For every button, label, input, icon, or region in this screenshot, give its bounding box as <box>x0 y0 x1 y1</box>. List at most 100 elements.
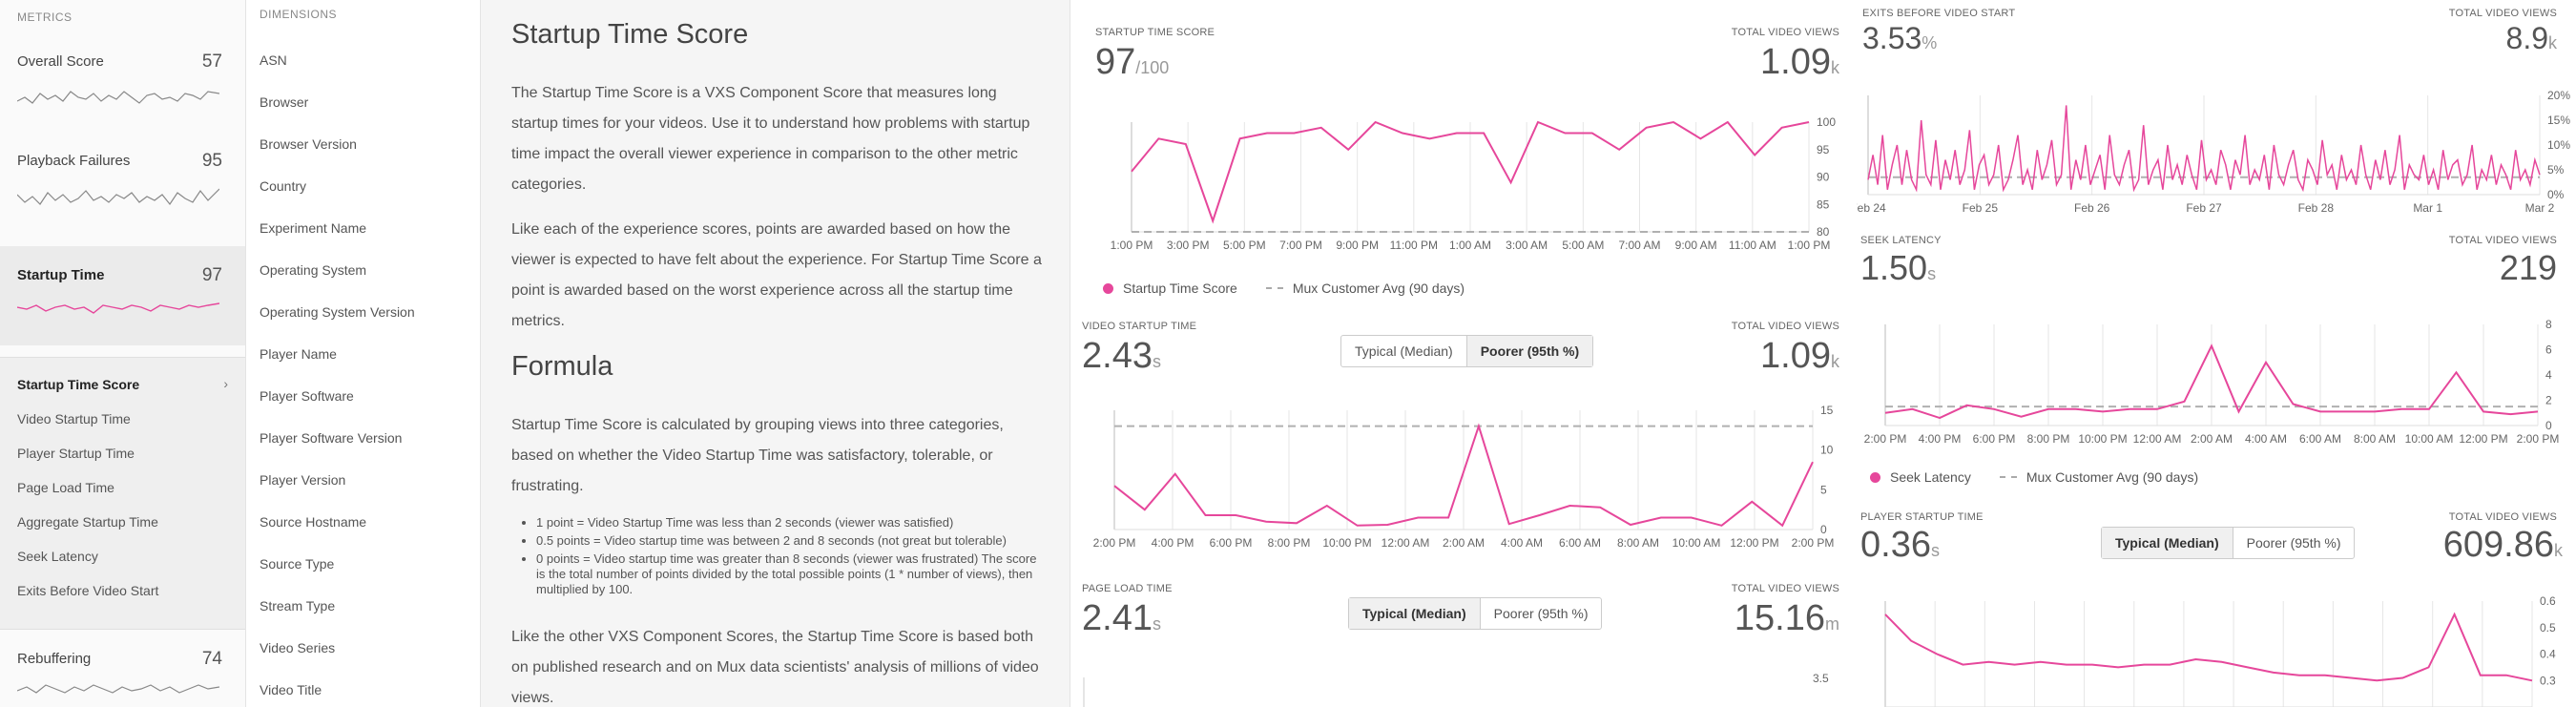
metric-card-playback-failures[interactable]: Playback Failures 95 <box>0 134 245 231</box>
score-chart: 80 85 90 95 100 1:00 PM 3:00 PM 5:00 PM 7:00 PM 9… <box>1111 115 1837 252</box>
submenu-seek-latency[interactable]: Seek Latency <box>17 549 98 564</box>
x-tick-label: 4:00 AM <box>1501 536 1543 550</box>
y-tick-label: 95 <box>1817 143 1830 156</box>
dimension-item[interactable]: Source Type <box>260 556 335 572</box>
total-views-label: TOTAL VIDEO VIEWS <box>1731 321 1839 332</box>
y-tick-label: 0.4 <box>2540 648 2556 661</box>
dimension-item[interactable]: Video Title <box>260 682 322 697</box>
poorer-95th-button[interactable]: Poorer (95th %) <box>2246 535 2341 551</box>
dimension-item[interactable]: Experiment Name <box>260 220 367 236</box>
metric-card-startup-time[interactable]: Startup Time 97 <box>0 246 245 345</box>
y-tick-label: 100 <box>1817 115 1836 129</box>
submenu-startup-time-score[interactable]: Startup Time Score <box>17 377 140 392</box>
dimension-item[interactable]: Player Name <box>260 346 337 362</box>
poorer-95th-button[interactable]: Poorer (95th %) <box>1466 336 1593 366</box>
y-tick-label: 0.6 <box>2540 594 2556 608</box>
views-unit: k <box>1831 58 1839 77</box>
dimension-item[interactable]: Browser <box>260 94 309 110</box>
metric-sparkline <box>17 91 219 104</box>
y-tick-label: 15% <box>2547 114 2570 127</box>
poorer-95th-button[interactable]: Poorer (95th %) <box>1493 606 1589 621</box>
percentile-toggle[interactable]: Typical (Median) Poorer (95th %) <box>1340 335 1594 367</box>
views-number: 219 <box>2499 248 2557 287</box>
dimension-item[interactable]: Player Software <box>260 388 354 404</box>
formula-title: Formula <box>511 351 613 382</box>
chevron-right-icon: › <box>223 376 228 391</box>
right-charts: EXITS BEFORE VIDEO START 3.53% TOTAL VID… <box>1857 0 2576 707</box>
dimension-item[interactable]: ASN <box>260 52 287 68</box>
dimension-item[interactable]: Country <box>260 178 307 194</box>
seek-chart: 0 2 4 6 8 2:00 PM 4:00 PM 6:00 PM 8:00 PM 10:00 P… <box>1864 318 2560 446</box>
metric-card-overall-score[interactable]: Overall Score 57 <box>0 34 245 132</box>
dimension-item[interactable]: Operating System <box>260 262 367 278</box>
metrics-header: METRICS <box>17 10 73 24</box>
x-tick-label: 6:00 PM <box>1973 432 2016 446</box>
dimension-item[interactable]: Operating System Version <box>260 304 415 320</box>
metric-value: 97 <box>201 265 222 285</box>
submenu-page-load-time[interactable]: Page Load Time <box>17 480 114 495</box>
total-views-label: TOTAL VIDEO VIEWS <box>1731 27 1839 38</box>
x-tick-label: 2:00 PM <box>1864 432 1907 446</box>
legend-series: Startup Time Score <box>1123 281 1237 296</box>
x-tick-label: 8:00 AM <box>2354 432 2396 446</box>
x-tick-label: 11:00 AM <box>1729 239 1776 252</box>
x-tick-label: 9:00 AM <box>1675 239 1717 252</box>
dimension-item[interactable]: Player Version <box>260 472 346 488</box>
typical-median-button[interactable]: Typical (Median) <box>1349 598 1481 629</box>
y-tick-label: 85 <box>1817 198 1830 211</box>
x-tick-label: Feb 26 <box>2074 201 2110 215</box>
value-number: 2.41 <box>1082 598 1153 638</box>
formula-bullet: 0 points = Video startup time was greate… <box>536 551 1042 597</box>
metric-value: 74 <box>201 649 222 669</box>
x-tick-label: 10:00 AM <box>2405 432 2454 446</box>
views-number: 1.09 <box>1760 336 1831 376</box>
info-panel: Startup Time Score The Startup Time Scor… <box>481 0 1070 707</box>
dimension-item[interactable]: Browser Version <box>260 136 357 152</box>
y-tick-label: 80 <box>1817 225 1830 239</box>
series-line <box>1113 423 1814 528</box>
y-tick-label: 4 <box>2545 368 2552 382</box>
legend-series: Seek Latency <box>1890 469 1971 485</box>
metric-card-rebuffering[interactable]: Rebuffering 74 <box>0 634 245 707</box>
x-tick-label: 2:00 AM <box>1443 536 1485 550</box>
views-number: 8.9 <box>2505 21 2548 55</box>
series-line <box>1884 612 2533 682</box>
submenu-exits-before-video-start[interactable]: Exits Before Video Start <box>17 583 159 598</box>
total-views-label: TOTAL VIDEO VIEWS <box>2448 235 2557 246</box>
percentile-toggle[interactable]: Typical (Median) Poorer (95th %) <box>1348 597 1603 630</box>
submenu-player-startup-time[interactable]: Player Startup Time <box>17 446 135 461</box>
panel-value: 2.41s <box>1082 598 1161 639</box>
dimension-item[interactable]: Stream Type <box>260 598 336 613</box>
dimension-item[interactable]: Source Hostname <box>260 514 367 530</box>
x-tick-label: 1:00 PM <box>1111 239 1153 252</box>
views-unit: k <box>2554 541 2563 560</box>
x-tick-label: 8:00 PM <box>1268 536 1311 550</box>
submenu-video-startup-time[interactable]: Video Startup Time <box>17 411 131 426</box>
value-unit: s <box>1152 352 1161 371</box>
percentile-toggle[interactable]: Typical (Median) Poorer (95th %) <box>2101 527 2356 559</box>
x-tick-label: 8:00 PM <box>2027 432 2070 446</box>
series-line <box>1867 105 2541 193</box>
total-views-value: 219 <box>2500 248 2557 288</box>
typical-median-button[interactable]: Typical (Median) <box>2102 528 2233 558</box>
value-number: 97 <box>1095 42 1136 82</box>
panel-label: SEEK LATENCY <box>1860 235 1942 246</box>
y-tick-label: 15 <box>1820 404 1834 417</box>
y-tick-label: 0 <box>1820 523 1827 536</box>
legend-avg: Mux Customer Avg (90 days) <box>2025 469 2199 485</box>
submenu-aggregate-startup-time[interactable]: Aggregate Startup Time <box>17 514 158 530</box>
dimensions-header: DIMENSIONS <box>260 8 338 21</box>
dimension-item[interactable]: Player Software Version <box>260 430 403 446</box>
y-tick-label: 0.5 <box>2540 621 2556 634</box>
x-tick-label: 2:00 PM <box>1093 536 1136 550</box>
views-unit: m <box>1825 614 1839 634</box>
dimension-item[interactable]: Video Series <box>260 640 336 655</box>
x-tick-label: 7:00 AM <box>1618 239 1660 252</box>
total-views-value: 609.86k <box>2443 525 2563 566</box>
panel-label: EXITS BEFORE VIDEO START <box>1862 8 2016 19</box>
views-number: 15.16 <box>1734 598 1825 638</box>
score-legend: Startup Time Score Mux Customer Avg (90 d… <box>1103 281 1465 296</box>
typical-median-button[interactable]: Typical (Median) <box>1341 336 1467 366</box>
series-line <box>1131 120 1810 224</box>
value-unit: s <box>1152 614 1161 634</box>
